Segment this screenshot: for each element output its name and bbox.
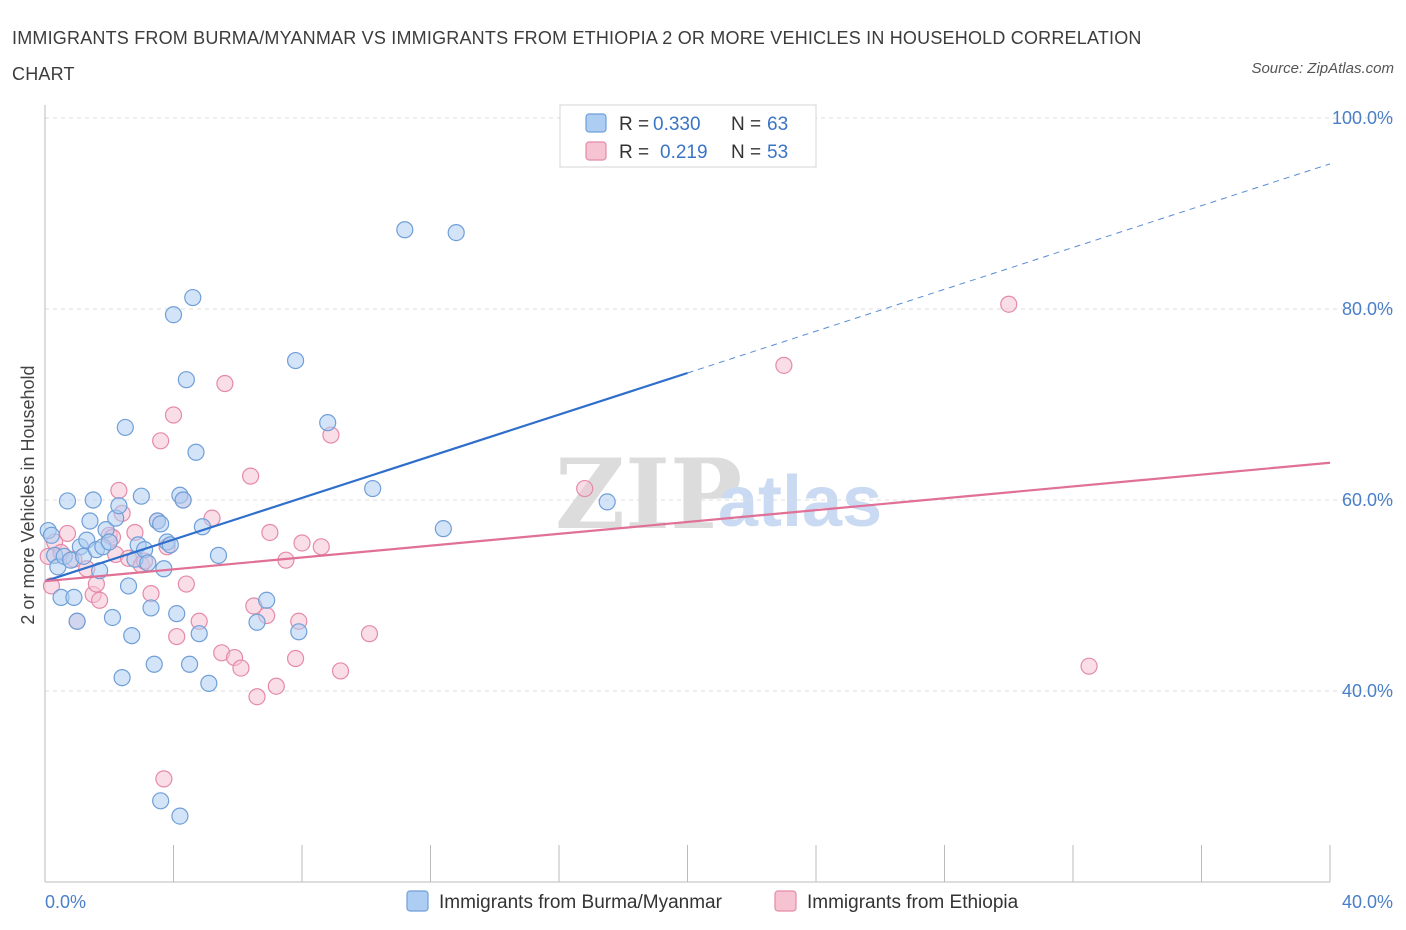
burma-point-9 xyxy=(68,612,86,630)
ethiopia-point-43 xyxy=(293,534,311,552)
ethiopia-point-4 xyxy=(58,524,77,543)
burma-point-13 xyxy=(81,512,99,530)
legend-r-label-ethiopia: R = xyxy=(619,142,649,163)
series-burma-points xyxy=(39,221,616,825)
burma-point-33 xyxy=(145,655,163,673)
x-tick-label-0: 0.0% xyxy=(45,892,86,912)
burma-point-1 xyxy=(42,526,61,544)
legend-n-value-burma: 63 xyxy=(767,114,788,135)
ethiopia-trend-line xyxy=(44,461,1331,583)
burma-point-61 xyxy=(152,792,170,810)
ethiopia-point-22 xyxy=(152,432,170,450)
burma-point-23 xyxy=(113,669,131,687)
burma-point-26 xyxy=(123,627,141,645)
bottom-legend-swatch-ethiopia xyxy=(774,890,797,912)
bottom-legend-label-ethiopia: Immigrants from Ethiopia xyxy=(807,892,1019,913)
legend-n-value-ethiopia: 53 xyxy=(767,142,788,163)
burma-point-29 xyxy=(132,487,150,505)
y-tick-labels: 100.0% 80.0% 60.0% 40.0% xyxy=(1332,108,1393,701)
burma-trend-line xyxy=(44,371,688,583)
bottom-legend-swatch-burma xyxy=(406,890,429,912)
ethiopia-point-49 xyxy=(775,356,793,374)
burma-point-51 xyxy=(248,613,266,631)
ethiopia-point-24 xyxy=(164,406,183,424)
ethiopia-point-38 xyxy=(261,523,279,542)
burma-point-31 xyxy=(139,554,157,572)
burma-point-50 xyxy=(209,546,228,564)
burma-point-32 xyxy=(142,599,160,617)
burma-point-24 xyxy=(116,418,134,437)
burma-point-14 xyxy=(84,491,102,509)
ethiopia-point-36 xyxy=(248,688,266,706)
legend-n-label-ethiopia: N = xyxy=(731,142,761,163)
source-label: Source: ZipAtlas.com xyxy=(1251,60,1394,77)
trend-lines xyxy=(44,163,1331,583)
ethiopia-point-33 xyxy=(232,659,250,677)
grid-lines xyxy=(45,117,1393,692)
ethiopia-point-39 xyxy=(267,677,285,695)
correlation-legend: R = 0.330 N = 63 R = 0.219 N = 53 xyxy=(559,104,817,168)
legend-swatch-ethiopia xyxy=(585,141,607,161)
ethiopia-point-10 xyxy=(91,591,109,609)
burma-point-46 xyxy=(187,443,205,461)
legend-swatch-burma xyxy=(585,113,607,133)
burma-point-59 xyxy=(447,224,465,242)
burma-point-60 xyxy=(598,493,616,511)
burma-point-52 xyxy=(258,591,276,609)
series-legend: Immigrants from Burma/Myanmar Immigrants… xyxy=(406,890,1019,913)
legend-r-value-burma: 0.330 xyxy=(653,114,701,135)
ethiopia-point-48 xyxy=(576,479,594,498)
burma-trend-extension xyxy=(687,163,1331,374)
burma-point-47 xyxy=(190,625,208,643)
burma-point-43 xyxy=(177,371,195,389)
y-tick-label-60: 60.0% xyxy=(1342,490,1393,510)
ethiopia-point-52 xyxy=(155,770,173,788)
burma-point-42 xyxy=(174,491,192,509)
burma-point-57 xyxy=(396,221,414,239)
burma-point-62 xyxy=(171,807,189,825)
y-tick-label-40: 40.0% xyxy=(1342,681,1393,701)
y-axis-label: 2 or more Vehicles in Household xyxy=(18,365,38,624)
ethiopia-point-27 xyxy=(177,575,195,593)
ethiopia-point-51 xyxy=(1080,657,1098,675)
burma-point-54 xyxy=(290,623,308,641)
burma-point-39 xyxy=(164,306,183,324)
burma-point-6 xyxy=(58,492,77,510)
ethiopia-point-44 xyxy=(312,538,330,556)
ethiopia-point-25 xyxy=(168,627,186,646)
burma-point-19 xyxy=(100,533,118,551)
burma-point-44 xyxy=(180,655,199,673)
ethiopia-point-31 xyxy=(216,374,234,393)
x-tick-label-40: 40.0% xyxy=(1342,892,1393,912)
ethiopia-point-14 xyxy=(110,481,128,500)
burma-point-49 xyxy=(200,674,218,692)
ethiopia-point-34 xyxy=(242,467,260,485)
burma-point-53 xyxy=(286,351,305,370)
x-tick-marks xyxy=(173,845,1331,882)
burma-point-55 xyxy=(319,414,337,432)
burma-point-8 xyxy=(65,588,83,607)
burma-point-22 xyxy=(110,497,128,515)
watermark-atlas: atlas xyxy=(718,462,882,542)
bottom-legend-label-burma: Immigrants from Burma/Myanmar xyxy=(439,892,723,913)
legend-r-label-burma: R = xyxy=(619,114,649,135)
y-tick-label-100: 100.0% xyxy=(1332,108,1393,128)
ethiopia-point-50 xyxy=(1000,295,1018,313)
legend-n-label-burma: N = xyxy=(731,114,761,135)
burma-point-40 xyxy=(168,605,186,623)
burma-point-45 xyxy=(184,288,202,307)
burma-point-20 xyxy=(103,608,122,627)
burma-point-58 xyxy=(434,520,452,538)
legend-r-value-ethiopia: 0.219 xyxy=(660,142,708,163)
chart-title: IMMIGRANTS FROM BURMA/MYANMAR VS IMMIGRA… xyxy=(12,28,1142,84)
ethiopia-point-41 xyxy=(286,649,305,668)
burma-point-25 xyxy=(119,577,138,595)
burma-point-56 xyxy=(364,479,382,498)
ethiopia-point-20 xyxy=(142,584,160,603)
ethiopia-point-47 xyxy=(360,625,379,643)
ethiopia-point-46 xyxy=(331,662,350,680)
y-tick-label-80: 80.0% xyxy=(1342,299,1393,319)
burma-point-35 xyxy=(152,515,170,533)
